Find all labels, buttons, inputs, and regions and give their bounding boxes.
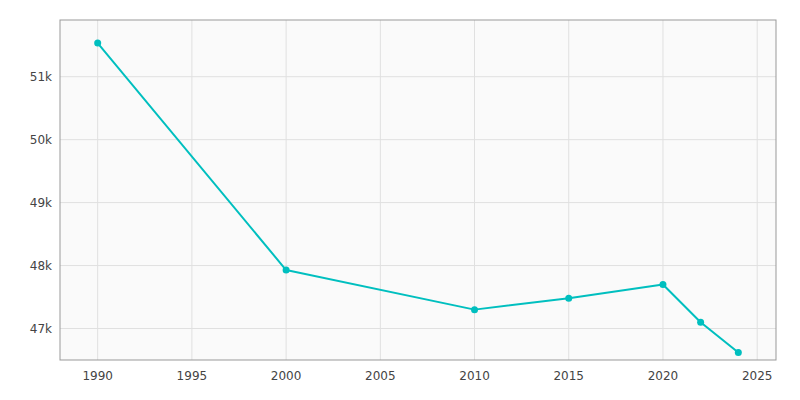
axes: 47k 48k 49k 50k 51k 1990 1995 2000 2005 2010 2015 2… xyxy=(30,70,773,383)
point-marker xyxy=(697,319,704,326)
y-grid-line xyxy=(60,139,776,140)
plot-area xyxy=(60,20,776,360)
line xyxy=(98,43,739,352)
point-marker xyxy=(735,349,742,356)
y-grid-line xyxy=(60,202,776,203)
chart-svg: 47k 48k 49k 50k 51k 1990 1995 2000 2005 2010 2015 2… xyxy=(0,0,800,400)
y-grid-line xyxy=(60,328,776,329)
chart-container: 47k 48k 49k 50k 51k 1990 1995 2000 2005 2010 2015 2… xyxy=(0,0,800,400)
y-grid-line xyxy=(60,265,776,266)
y-tick-label: 50k xyxy=(30,133,52,147)
x-grid-line xyxy=(286,20,287,360)
x-grid-line xyxy=(97,20,98,360)
y-tick-label: 47k xyxy=(30,322,52,336)
x-tick-label: 2025 xyxy=(742,369,773,383)
x-grid-line xyxy=(191,20,192,360)
y-tick-label: 48k xyxy=(30,259,52,273)
x-grid-line xyxy=(380,20,381,360)
x-tick-label: 1995 xyxy=(177,369,208,383)
series xyxy=(94,40,742,356)
x-tick-label: 2015 xyxy=(553,369,584,383)
point-marker xyxy=(283,267,290,274)
x-tick-label: 2005 xyxy=(365,369,396,383)
x-tick-label: 1990 xyxy=(82,369,113,383)
x-grid-line xyxy=(662,20,663,360)
point-marker xyxy=(471,306,478,313)
grid xyxy=(60,20,776,360)
x-tick-label: 2000 xyxy=(271,369,302,383)
point-marker xyxy=(659,281,666,288)
y-tick-label: 51k xyxy=(30,70,52,84)
point-marker xyxy=(565,295,572,302)
plot-frame xyxy=(60,20,776,360)
y-grid-line xyxy=(60,76,776,77)
y-tick-label: 49k xyxy=(30,196,52,210)
x-grid-line xyxy=(568,20,569,360)
point-marker xyxy=(94,40,101,47)
x-grid-line xyxy=(757,20,758,360)
x-tick-label: 2010 xyxy=(459,369,490,383)
x-tick-label: 2020 xyxy=(648,369,679,383)
